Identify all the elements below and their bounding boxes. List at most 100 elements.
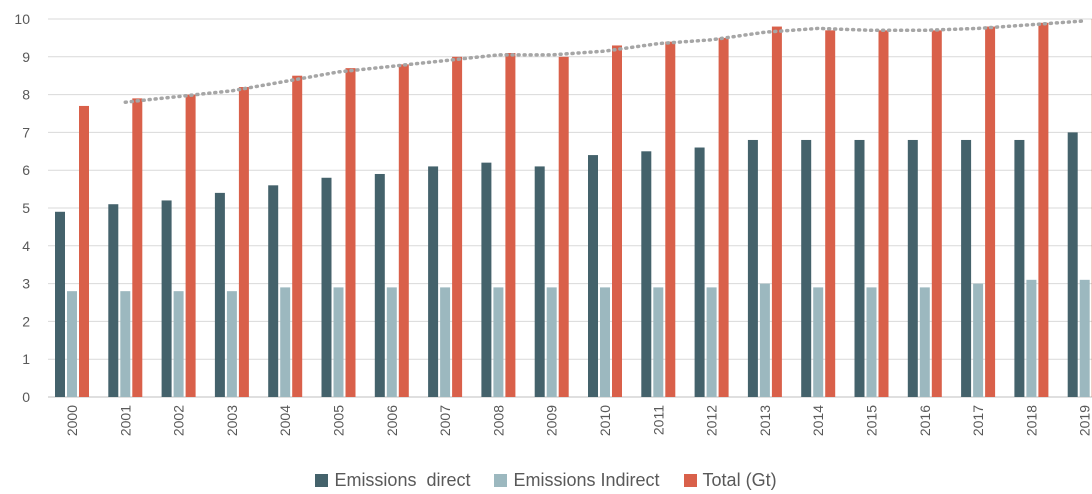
x-tick-label: 2007 [437,405,453,436]
bar-direct-2002 [161,200,172,397]
x-tick-label: 2003 [224,405,240,436]
y-tick-label: 7 [22,124,30,140]
bar-direct-2005 [321,177,332,397]
x-tick-label: 2014 [810,405,826,436]
bar-direct-2000 [55,211,65,397]
x-tick-label: 2004 [277,405,293,436]
bar-indirect-2000 [67,291,77,397]
x-tick-label: 2010 [597,405,613,436]
x-tick-label: 2001 [117,405,133,436]
legend: Emissions direct Emissions Indirect Tota… [0,470,1092,491]
bar-direct-2004 [268,185,279,397]
bar-direct-2014 [801,139,812,397]
bar-indirect-2001 [120,291,131,397]
x-tick-label: 2017 [970,405,986,436]
bar-direct-2017 [961,139,972,397]
x-tick-label: 2019 [1077,405,1092,436]
legend-label-indirect: Emissions Indirect [513,470,660,490]
bar-indirect-2010 [600,287,610,397]
bar-total-2017 [985,26,996,398]
bar-direct-2001 [108,204,119,397]
legend-label-direct: Emissions direct [334,470,471,490]
bar-direct-2008 [481,162,492,397]
bar-indirect-2005 [333,287,344,397]
bar-total-2018 [1038,22,1049,398]
bar-indirect-2003 [226,291,237,397]
x-tick-label: 2002 [171,405,187,436]
y-tick-label: 2 [22,313,30,329]
bar-total-2015 [878,30,889,398]
bar-total-2002 [185,94,196,397]
bar-indirect-2011 [653,287,664,397]
legend-swatch-total [683,474,697,487]
bar-indirect-2004 [280,287,291,397]
legend-item-indirect: Emissions Indirect [494,470,660,491]
bar-direct-2019 [1067,132,1078,397]
bar-indirect-2013 [759,283,770,397]
bar-indirect-2007 [440,287,451,397]
x-tick-label: 2008 [490,405,506,436]
bar-indirect-2015 [866,287,877,397]
bar-total-2006 [398,64,409,398]
bar-total-2007 [452,56,463,398]
y-tick-label: 10 [14,11,30,27]
bar-direct-2010 [588,155,598,397]
y-tick-label: 4 [22,238,30,254]
bar-indirect-2014 [813,287,824,397]
bar-direct-2009 [534,166,545,397]
bar-direct-2013 [747,139,758,397]
bar-indirect-2012 [706,287,717,397]
y-tick-label: 8 [22,87,30,103]
y-tick-label: 1 [22,351,30,367]
bar-indirect-2008 [493,287,504,397]
trendline-group [123,19,1087,104]
bar-indirect-2017 [973,283,984,397]
x-tick-label: 2013 [757,405,773,436]
y-axis-tick-labels: 0 1 2 3 4 5 6 7 8 9 10 [14,11,30,405]
bar-direct-2012 [694,147,705,397]
bar-indirect-2002 [173,291,184,397]
legend-label-total: Total (Gt) [702,470,777,490]
x-tick-label: 2000 [64,405,80,436]
bar-total-2005 [345,68,356,397]
x-tick-label: 2005 [331,405,347,436]
y-tick-label: 3 [22,276,30,292]
bar-total-2011 [665,41,676,398]
x-tick-label: 2016 [917,405,933,436]
bar-total-2000 [79,105,89,397]
x-tick-label: 2018 [1023,405,1039,436]
legend-swatch-indirect [494,474,508,487]
y-tick-label: 5 [22,200,30,216]
bar-direct-2015 [854,139,865,397]
bar-indirect-2016 [919,287,930,397]
bar-direct-2007 [428,166,439,397]
bar-direct-2011 [641,151,652,397]
y-tick-label: 9 [22,49,30,65]
bar-indirect-2009 [546,287,557,397]
bar-total-2012 [718,37,729,398]
x-tick-label: 2011 [650,405,666,435]
legend-item-direct: Emissions direct [315,470,470,491]
x-tick-label: 2009 [544,405,560,436]
bar-total-2008 [505,53,516,398]
x-tick-label: 2012 [704,405,720,436]
bar-total-2004 [292,75,303,397]
trendline [123,19,1087,104]
x-tick-label: 2006 [384,405,400,436]
bar-direct-2016 [907,139,918,397]
bar-direct-2006 [374,173,385,397]
bar-indirect-2018 [1026,279,1037,397]
bar-indirect-2006 [386,287,397,397]
bar-indirect-2019 [1079,279,1090,397]
bar-total-2014 [825,30,836,398]
legend-item-total: Total (Gt) [683,470,777,491]
bars [55,19,1092,398]
bar-direct-2018 [1014,139,1025,397]
x-axis-tick-labels: 2000 2001 2002 2003 2004 2005 2006 2007 2008 2009… [64,405,1092,436]
bar-direct-2003 [214,192,225,397]
bar-total-2013 [771,26,782,398]
bar-total-2001 [132,98,143,397]
y-tick-label: 6 [22,162,30,178]
legend-swatch-direct [315,474,329,487]
